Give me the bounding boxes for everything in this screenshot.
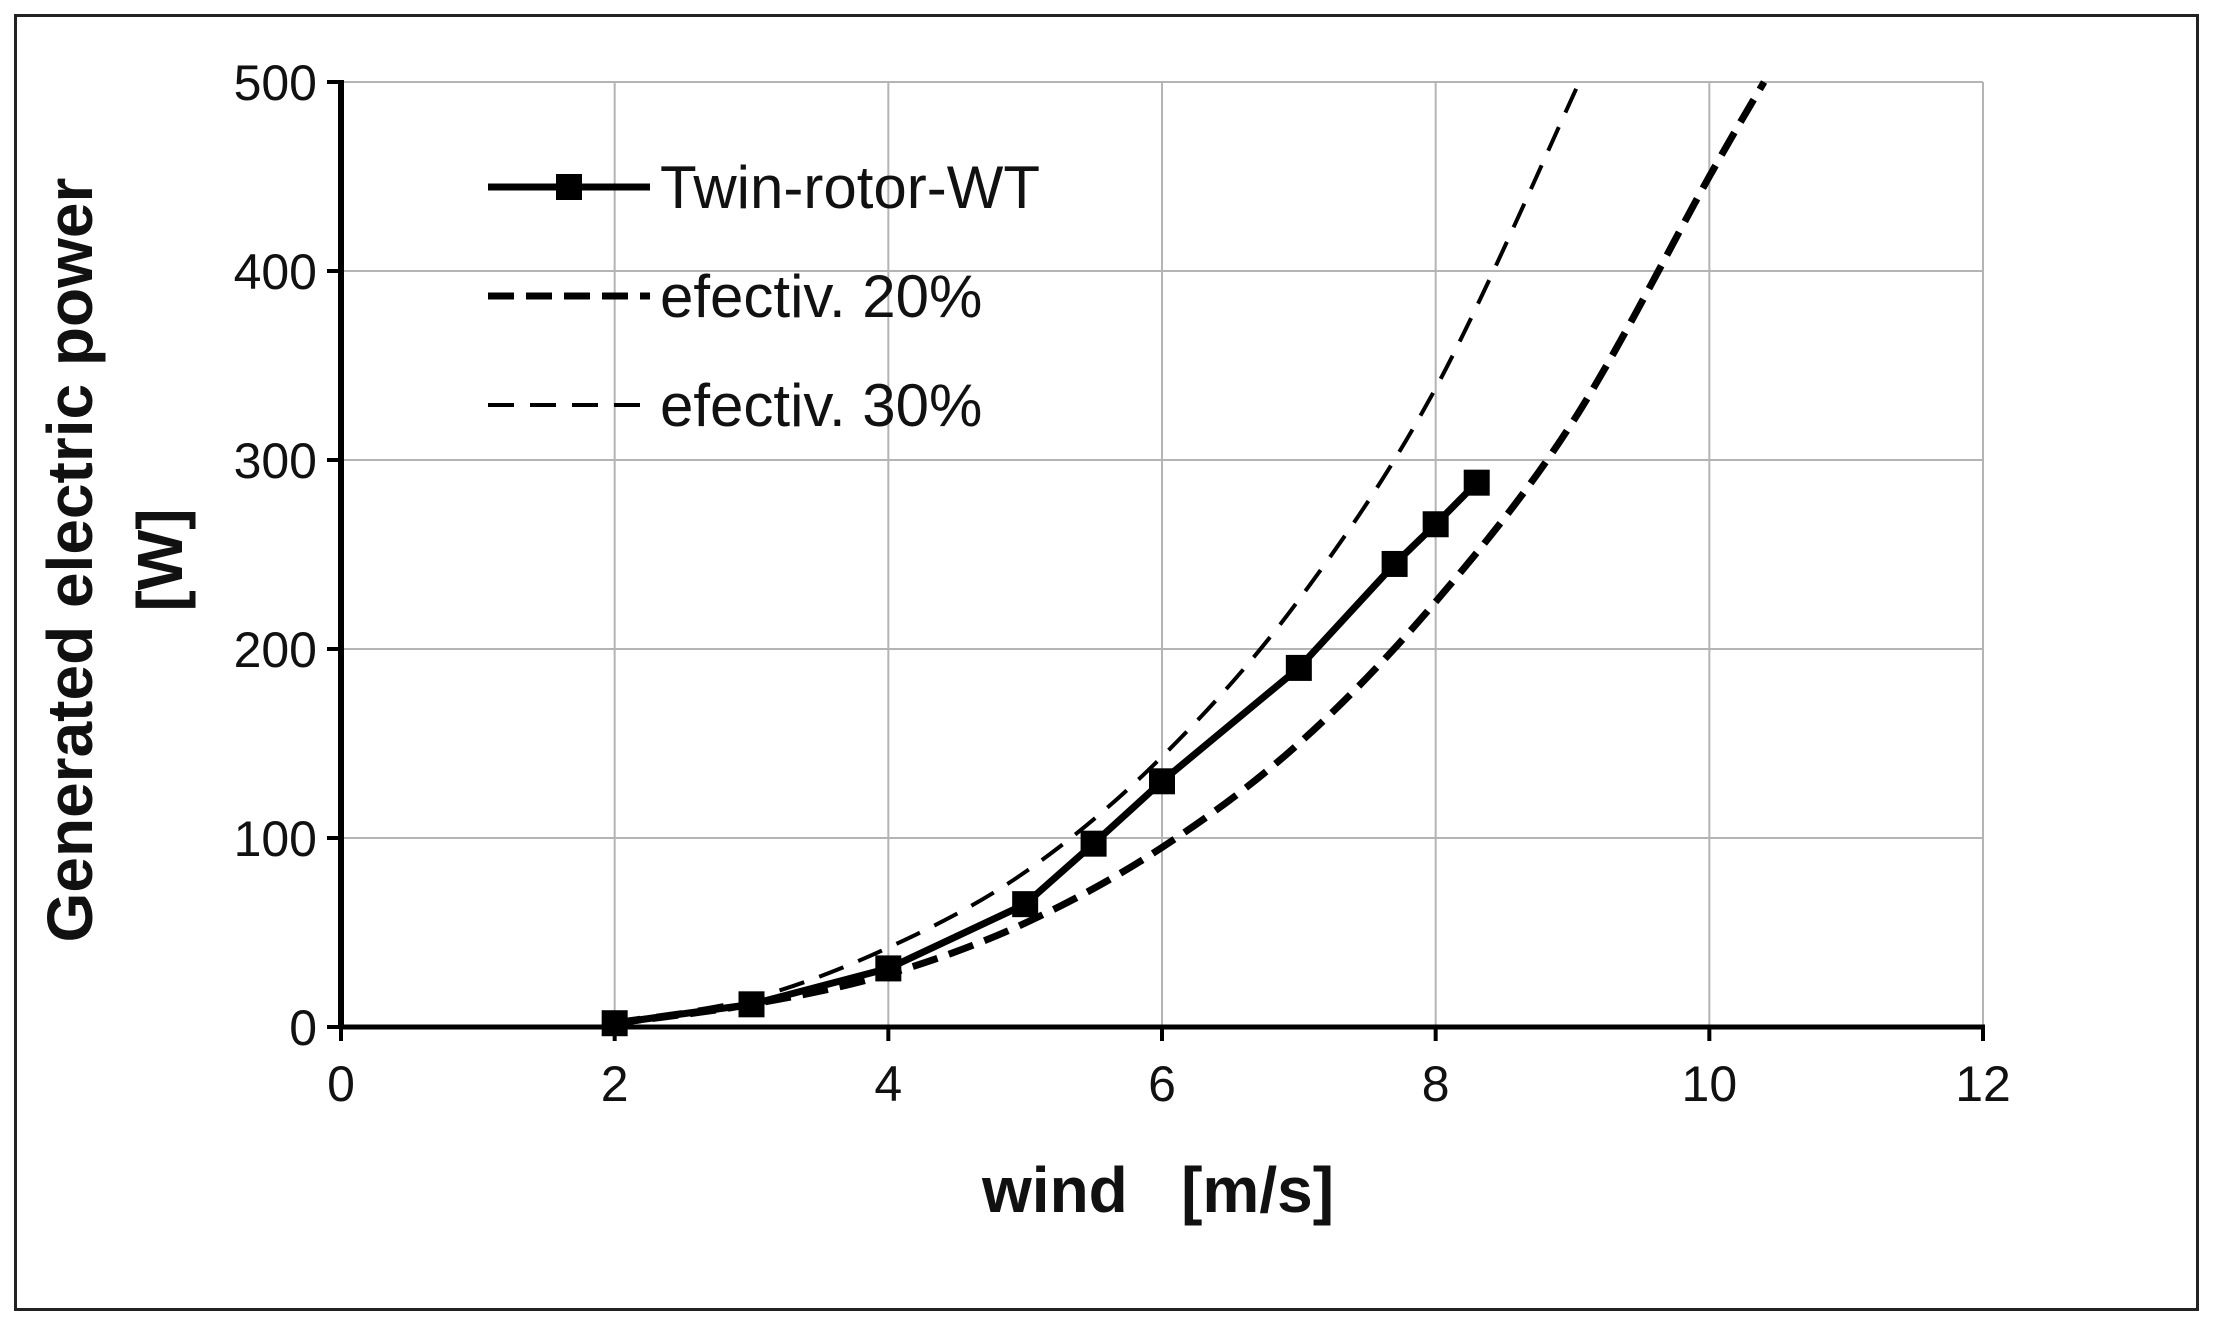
data-point-twin-rotor-wt-9 (1463, 469, 1490, 496)
chart-frame (14, 14, 2199, 1311)
y-tick-label-100: 100 (234, 811, 317, 867)
series-line-efectiv-20 (614, 80, 1768, 1027)
data-point-twin-rotor-wt-2 (875, 955, 902, 982)
legend-label-efectiv-30: efectiv. 30% (660, 372, 982, 439)
data-point-twin-rotor-wt-1 (738, 991, 765, 1018)
tick-labels: 0 2 4 6 8 10 12 0 100 200 300 400 500 (234, 55, 2011, 1112)
y-axis-title: Generated electric power (34, 178, 106, 943)
y-axis-title-line-2: [W] (124, 508, 196, 611)
x-tick-label-10: 10 (1682, 1056, 1738, 1112)
data-point-twin-rotor-wt-3 (1012, 891, 1039, 918)
data-point-twin-rotor-wt-7 (1381, 550, 1408, 577)
x-tick-label-4: 4 (874, 1056, 902, 1112)
y-tick-label-0: 0 (289, 1000, 317, 1056)
grid-lines (341, 81, 1984, 1027)
x-tick-label-6: 6 (1148, 1056, 1176, 1112)
x-axis-title: wind [m/s] (981, 1154, 1334, 1226)
legend-label-efectiv-20: efectiv. 20% (660, 263, 982, 330)
x-tick-label-0: 0 (327, 1056, 355, 1112)
x-tick-label-8: 8 (1422, 1056, 1450, 1112)
y-tick-label-300: 300 (234, 433, 317, 489)
series-line-efectiv-30 (614, 81, 1582, 1024)
x-tick-label-12: 12 (1955, 1056, 2011, 1112)
data-point-twin-rotor-wt-4 (1080, 830, 1107, 857)
legend-label-twin-rotor: Twin-rotor-WT (660, 154, 1040, 221)
y-tick-label-200: 200 (234, 622, 317, 678)
data-point-twin-rotor-wt-6 (1285, 654, 1312, 681)
y-tick-label-400: 400 (234, 244, 317, 300)
data-point-twin-rotor-wt-0 (601, 1010, 628, 1037)
series-line-twin-rotor-wt (614, 480, 1480, 1027)
legend: Twin-rotor-WT efectiv. 20% efectiv. 30% (488, 154, 1040, 439)
series-layer (601, 80, 1768, 1037)
y-tick-label-500: 500 (234, 55, 317, 111)
y-axis-title-line-1: Generated electric power (34, 178, 106, 943)
data-point-twin-rotor-wt-5 (1149, 768, 1175, 795)
x-tick-label-2: 2 (601, 1056, 629, 1112)
legend-marker-twin-rotor (556, 174, 582, 200)
y-axis-title-unit: [W] (124, 508, 196, 611)
axes (327, 80, 1985, 1041)
data-point-twin-rotor-wt-8 (1422, 511, 1449, 538)
